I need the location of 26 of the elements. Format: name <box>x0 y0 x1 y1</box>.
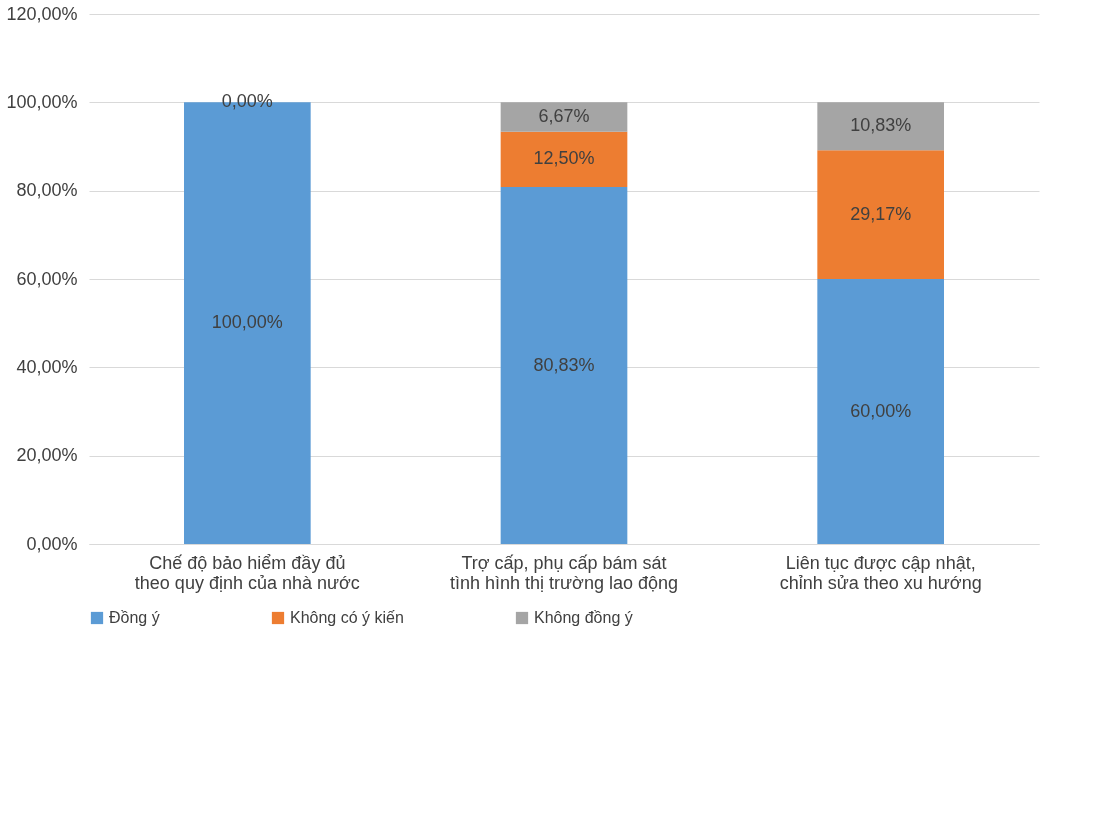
data-label: 10,83% <box>850 115 912 136</box>
data-label: 29,17% <box>850 203 912 224</box>
bar <box>817 150 944 279</box>
legend-label: Không có ý kiến <box>290 609 404 626</box>
y-tick-label: 0,00% <box>26 533 78 554</box>
bar <box>500 187 628 544</box>
bar <box>500 102 628 132</box>
bar <box>500 131 628 187</box>
legend-label: Không đồng ý <box>534 609 633 626</box>
y-tick-label: 20,00% <box>16 445 78 466</box>
y-tick-label: 40,00% <box>16 356 78 377</box>
data-label: 6,67% <box>538 106 590 127</box>
data-label: 100,00% <box>211 312 283 333</box>
bar <box>817 279 944 544</box>
y-tick-label: 80,00% <box>16 180 78 201</box>
data-label: 60,00% <box>850 400 912 421</box>
data-label: 12,50% <box>533 148 595 169</box>
x-tick-label: Chế độ bảo hiểm đầy đủ theo quy định của nhà nước <box>134 552 360 593</box>
y-tick-label: 120,00% <box>6 3 78 24</box>
y-tick-label: 100,00% <box>6 91 78 112</box>
bar <box>817 102 944 151</box>
legend-label: Đồng ý <box>109 609 160 626</box>
x-tick-label: Trợ cấp, phụ cấp bám sát tình hình thị trường lao động <box>449 552 679 593</box>
x-tick-label: Liên tục được cập nhật, chỉnh sửa theo xu hướng <box>779 552 982 593</box>
data-label: 80,83% <box>533 354 595 375</box>
y-tick-label: 60,00% <box>16 268 78 289</box>
